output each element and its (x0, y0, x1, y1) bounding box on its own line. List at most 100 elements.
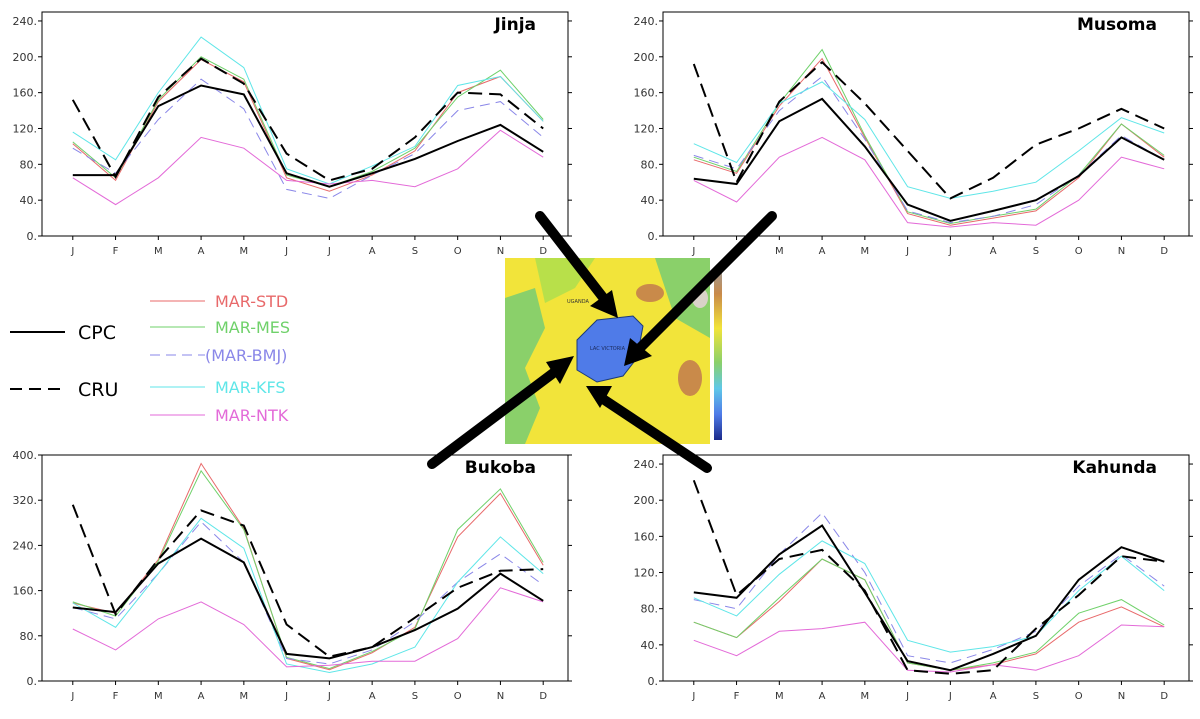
x-tick-label: F (734, 691, 740, 702)
y-tick-label: 240. (634, 15, 659, 28)
x-tick-label: J (948, 246, 952, 257)
y-tick-label: 240. (634, 458, 659, 471)
y-tick-label: 120. (634, 567, 659, 580)
x-tick-label: M (861, 246, 870, 257)
x-tick-label: D (1160, 246, 1168, 257)
x-tick-label: M (240, 691, 249, 702)
series-line-mar-mes (72, 56, 544, 188)
map-label-lake: LAC VICTORIA (590, 346, 626, 352)
x-tick-label: F (113, 691, 119, 702)
y-tick-label: 80. (20, 158, 38, 171)
x-tick-label: M (154, 246, 163, 257)
y-tick-label: 80. (641, 603, 659, 616)
series-line-mar-kfs (72, 517, 544, 674)
series-line-cru (692, 60, 1165, 200)
y-tick-label: 200. (634, 51, 659, 64)
series-line-cpc (693, 524, 1165, 672)
x-tick-label: D (1160, 691, 1168, 702)
y-tick-label: 40. (20, 194, 38, 207)
x-tick-label: J (905, 691, 909, 702)
y-tick-label: 160. (13, 585, 38, 598)
plot-frame (662, 454, 1190, 682)
series-line-cpc (693, 97, 1165, 222)
panel-title: Bukoba (465, 458, 536, 478)
legend-label: MAR-NTK (215, 406, 289, 425)
x-tick-label: A (819, 246, 826, 257)
legend-label: MAR-MES (215, 318, 290, 337)
series-line-mar-bmj (72, 520, 544, 665)
plot-frame (662, 11, 1190, 237)
series-line-cru (71, 504, 544, 658)
series-line-cpc (72, 537, 544, 660)
series-line-mar-kfs (693, 81, 1165, 199)
x-tick-label: J (70, 691, 74, 702)
x-tick-label: M (240, 246, 249, 257)
x-tick-label: D (539, 691, 547, 702)
x-tick-label: J (327, 246, 331, 257)
series-line-mar-kfs (72, 36, 544, 185)
series-line-cru (692, 479, 1165, 675)
panel-bukoba: 0. 80. 160. 240. 320. 400. J F M A M J J A S O N D Bukoba (13, 449, 572, 702)
y-tick-label: 200. (13, 51, 38, 64)
x-tick-label: A (819, 691, 826, 702)
x-tick-label: D (539, 246, 547, 257)
x-tick-label: A (198, 691, 205, 702)
legend-item-mar-mes: MAR-MES (150, 318, 290, 337)
y-tick-label: 400. (13, 449, 38, 462)
x-tick-label: J (948, 691, 952, 702)
plot-frame (41, 454, 569, 682)
map-colorbar (714, 268, 722, 440)
x-tick-label: J (691, 246, 695, 257)
x-tick-label: J (284, 246, 288, 257)
x-tick-label: A (990, 246, 997, 257)
panel-musoma: 0. 40. 80. 120. 160. 200. 240. J F M A M J J A S O N D Muso… (634, 11, 1193, 257)
series-line-mar-bmj (72, 78, 544, 199)
x-tick-label: M (775, 691, 784, 702)
legend-label: MAR-STD (215, 292, 288, 311)
legend: MAR-STD MAR-MES (MAR-BMJ) MAR-KFS MAR-NTK CPC… (10, 292, 290, 425)
x-tick-label: J (70, 246, 74, 257)
x-tick-label: M (154, 691, 163, 702)
y-tick-label: 240. (13, 539, 38, 552)
x-tick-label: O (1075, 691, 1083, 702)
x-tick-label: F (113, 246, 119, 257)
panel-jinja: 0. 40. 80. 120. 160. 200. 240. J F M A M J J A S O N D Jinj… (13, 11, 572, 257)
x-tick-label: A (990, 691, 997, 702)
series-line-mar-ntk (693, 136, 1165, 228)
y-tick-label: 320. (13, 494, 38, 507)
series-line-mar-bmj (693, 75, 1165, 224)
series-line-mar-ntk (72, 129, 544, 206)
legend-item-mar-bmj: (MAR-BMJ) (150, 346, 287, 365)
x-tick-label: N (1118, 691, 1125, 702)
y-tick-label: 40. (641, 639, 659, 652)
plot-frame (41, 11, 569, 237)
legend-item-cpc: CPC (10, 322, 116, 344)
series-line-mar-mes (693, 48, 1165, 225)
x-tick-label: A (198, 246, 205, 257)
legend-label: MAR-KFS (215, 378, 286, 397)
x-tick-label: S (1033, 691, 1039, 702)
x-tick-label: F (734, 246, 740, 257)
y-tick-label: 120. (634, 122, 659, 135)
x-tick-label: M (775, 246, 784, 257)
y-tick-label: 120. (13, 122, 38, 135)
map-label-uganda: UGANDA (567, 299, 589, 305)
y-tick-label: 160. (634, 87, 659, 100)
x-tick-label: J (905, 246, 909, 257)
series-line-mar-mes (72, 469, 544, 670)
panel-kahunda: 0. 40. 80. 120. 160. 200. 240. J F M A M J J A S O N D Kahu… (634, 454, 1193, 702)
y-tick-label: 80. (20, 630, 38, 643)
y-tick-label: 160. (634, 530, 659, 543)
legend-label: (MAR-BMJ) (205, 346, 287, 365)
series-line-mar-bmj (693, 512, 1165, 664)
x-tick-label: J (691, 691, 695, 702)
x-tick-label: S (412, 691, 418, 702)
x-tick-label: S (412, 246, 418, 257)
y-tick-label: 240. (13, 15, 38, 28)
legend-item-cru: CRU (10, 379, 118, 401)
map-highland-2 (678, 360, 702, 396)
y-tick-label: 0. (648, 675, 659, 688)
y-tick-label: 200. (634, 494, 659, 507)
x-tick-label: N (497, 691, 504, 702)
x-tick-label: N (497, 246, 504, 257)
